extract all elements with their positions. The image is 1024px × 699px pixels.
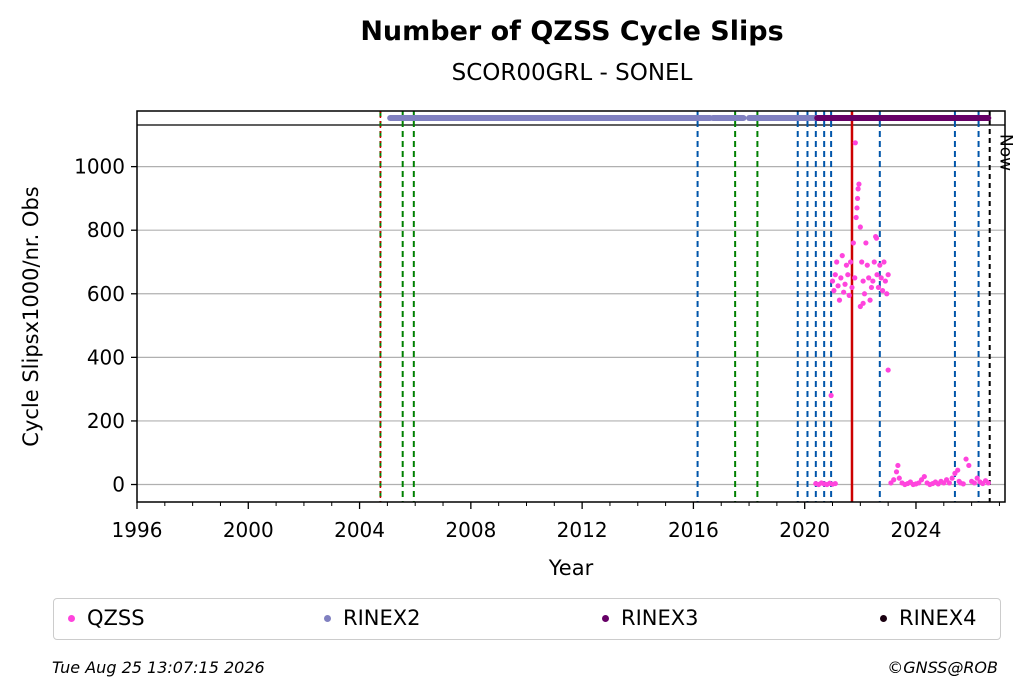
data-point xyxy=(879,288,886,294)
timestamp: Tue Aug 25 13:07:15 2026 xyxy=(52,658,265,677)
x-tick-label: 2008 xyxy=(445,518,496,542)
x-tick-label: 1996 xyxy=(112,518,163,542)
data-point xyxy=(885,272,891,278)
legend-label-qzss: QZSS xyxy=(87,606,145,630)
x-tick-label: 2016 xyxy=(668,518,719,542)
legend-item-qzss: QZSS xyxy=(68,606,145,630)
legend-item-rinex2: RINEX2 xyxy=(324,606,421,630)
data-point xyxy=(843,262,850,268)
y-tick-label: 200 xyxy=(87,409,125,433)
data-point xyxy=(863,240,869,246)
y-tick-label: 600 xyxy=(87,282,125,306)
legend-label-rinex2: RINEX2 xyxy=(343,606,421,630)
data-point xyxy=(985,480,991,486)
data-point xyxy=(834,259,840,265)
data-point xyxy=(832,272,838,278)
data-point xyxy=(839,253,845,259)
legend: QZSS RINEX2 RINEX3 RINEX4 xyxy=(53,598,1001,640)
y-tick-label: 400 xyxy=(87,345,125,369)
data-point xyxy=(859,259,865,265)
data-point xyxy=(873,235,880,241)
legend-marker-rinex3 xyxy=(602,614,609,622)
data-point xyxy=(884,291,890,297)
data-point xyxy=(868,284,875,291)
y-axis-label: Cycle Slipsx1000/nr. Obs xyxy=(19,186,43,446)
x-tick-label: 2024 xyxy=(891,518,942,542)
data-point xyxy=(867,297,873,303)
legend-marker-rinex4 xyxy=(880,614,887,622)
legend-marker-qzss xyxy=(68,614,75,622)
data-point xyxy=(895,462,901,469)
data-point xyxy=(835,283,841,289)
data-point xyxy=(860,300,866,306)
data-point xyxy=(878,275,884,281)
data-point xyxy=(842,281,848,287)
data-point xyxy=(831,288,837,294)
data-point xyxy=(832,480,838,487)
legend-label-rinex3: RINEX3 xyxy=(621,606,699,630)
data-point xyxy=(845,272,851,278)
data-point xyxy=(852,275,858,281)
legend-marker-rinex2 xyxy=(324,614,331,622)
now-label: Now xyxy=(996,134,1016,171)
data-point xyxy=(854,195,861,202)
data-point xyxy=(949,475,955,481)
data-point xyxy=(960,481,966,487)
legend-label-rinex4: RINEX4 xyxy=(899,606,977,630)
data-point xyxy=(866,275,872,281)
data-point xyxy=(966,462,972,469)
data-point xyxy=(870,278,876,284)
y-tick-label: 800 xyxy=(87,218,125,242)
x-tick-label: 2020 xyxy=(779,518,830,542)
x-axis-label: Year xyxy=(548,556,594,580)
data-point xyxy=(874,272,880,278)
legend-item-rinex3: RINEX3 xyxy=(602,606,699,630)
x-tick-label: 2000 xyxy=(223,518,274,542)
data-point xyxy=(955,467,961,473)
plot-frame xyxy=(136,110,1006,503)
data-point xyxy=(856,181,862,187)
data-point xyxy=(861,291,868,297)
legend-item-rinex4: RINEX4 xyxy=(880,606,977,630)
data-point xyxy=(828,392,834,399)
credit: ©GNSS@ROB xyxy=(887,658,998,677)
data-point xyxy=(896,475,902,481)
y-tick-label: 1000 xyxy=(74,155,125,179)
data-point xyxy=(849,284,855,291)
data-point xyxy=(853,214,859,221)
data-point xyxy=(850,240,856,246)
data-point xyxy=(946,480,952,486)
data-point xyxy=(854,205,860,211)
data-point xyxy=(882,278,888,284)
data-point xyxy=(864,262,870,268)
data-point xyxy=(881,259,887,265)
data-point xyxy=(871,259,877,265)
chart-subtitle: SCOR00GRL - SONEL xyxy=(451,60,693,86)
data-point xyxy=(877,262,883,268)
data-point xyxy=(891,477,897,483)
data-point xyxy=(836,297,843,303)
x-tick-label: 2004 xyxy=(334,518,385,542)
data-point xyxy=(875,284,882,291)
data-point xyxy=(829,278,836,284)
data-point xyxy=(857,224,863,230)
data-point xyxy=(846,292,852,298)
data-point xyxy=(893,469,900,475)
data-point xyxy=(860,278,866,284)
data-point xyxy=(838,275,844,281)
data-point xyxy=(841,289,847,295)
data-point xyxy=(921,473,927,480)
data-point xyxy=(852,140,858,146)
data-point xyxy=(974,475,980,481)
chart-title: Number of QZSS Cycle Slips xyxy=(360,16,784,47)
y-tick-label: 0 xyxy=(112,473,125,497)
data-point xyxy=(847,259,854,265)
data-point xyxy=(963,456,969,462)
x-tick-label: 2012 xyxy=(557,518,608,542)
data-point xyxy=(885,367,891,373)
data-point xyxy=(855,186,861,192)
data-point xyxy=(971,480,977,486)
